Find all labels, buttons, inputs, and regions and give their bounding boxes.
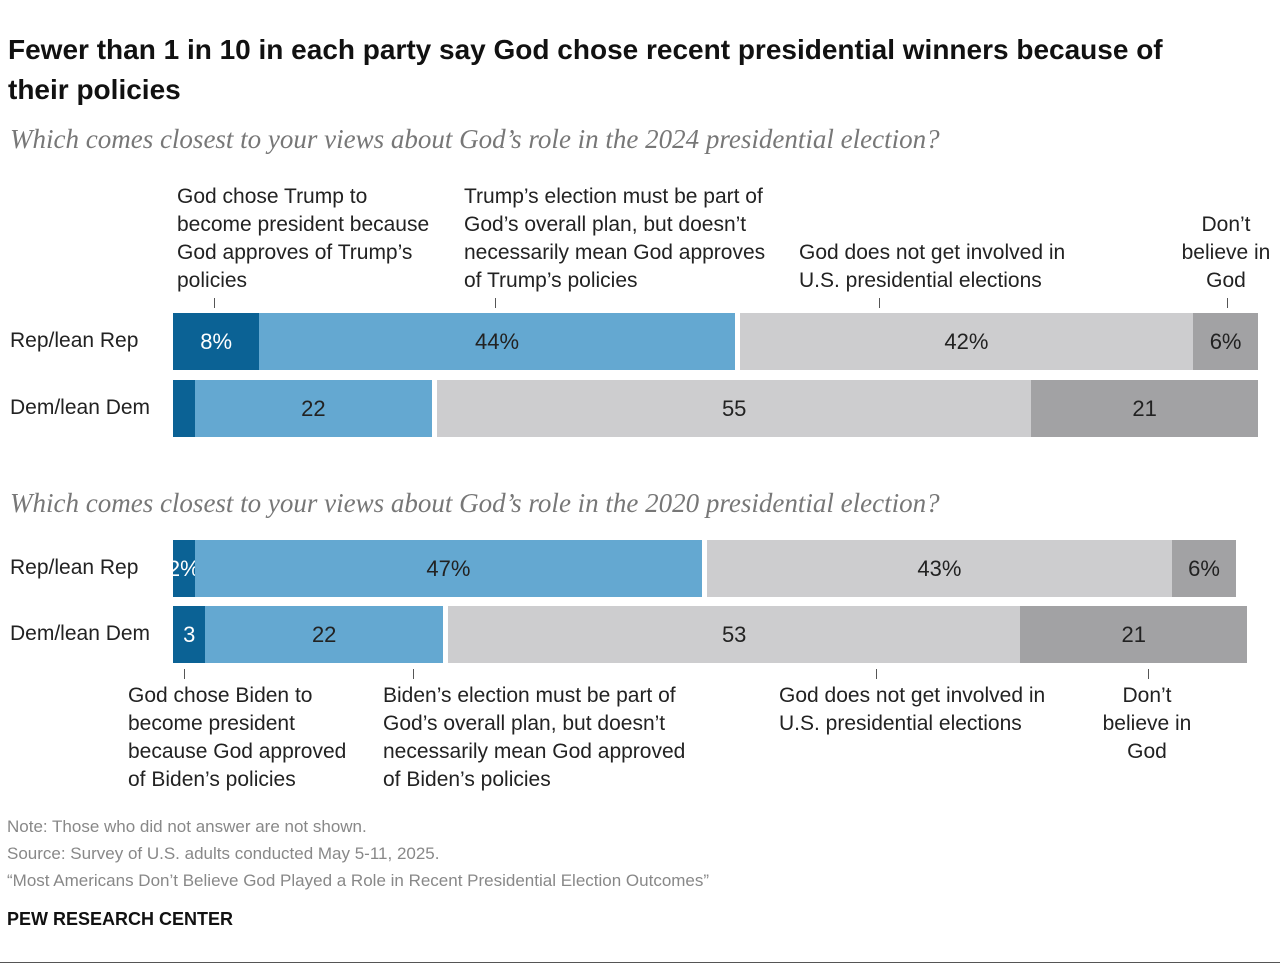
bar-segment bbox=[739, 313, 1194, 370]
value-label: 6% bbox=[1188, 555, 1220, 581]
bar-segment bbox=[173, 606, 206, 663]
category-label: Rep/lean Rep bbox=[10, 555, 139, 579]
bar-segment bbox=[194, 540, 703, 597]
value-label: 3 bbox=[183, 621, 196, 647]
subtitle: Which comes closest to your views about … bbox=[10, 488, 940, 518]
label-leader bbox=[184, 669, 185, 679]
value-label: 8% bbox=[200, 328, 233, 354]
value-label: 2% bbox=[167, 555, 200, 581]
legend-label: God chose Biden to become president beca… bbox=[128, 684, 347, 791]
label-leader bbox=[495, 298, 496, 308]
label-leader bbox=[413, 669, 414, 679]
legend-label: Don’t believe in God bbox=[1102, 684, 1192, 763]
label-leader bbox=[214, 298, 215, 308]
value-label: 55 bbox=[721, 395, 747, 421]
bar-segment bbox=[205, 606, 443, 663]
value-label: 42% bbox=[944, 328, 989, 354]
legend-label: Biden’s election must be part of God’s o… bbox=[383, 684, 686, 791]
category-label: Rep/lean Rep bbox=[10, 328, 139, 352]
legend-label: Trump’s election must be part of God’s o… bbox=[464, 185, 766, 292]
label-leader bbox=[879, 298, 880, 308]
label-leader bbox=[1227, 298, 1228, 308]
bar-segment bbox=[173, 540, 195, 597]
value-label: 6% bbox=[1209, 328, 1242, 354]
subtitle: Which comes closest to your views about … bbox=[10, 124, 940, 154]
note: Note: Those who did not answer are not s… bbox=[7, 817, 367, 836]
bar-segment bbox=[707, 540, 1172, 597]
label-leader bbox=[876, 669, 877, 679]
bar-segment bbox=[173, 380, 195, 437]
bar-segment bbox=[173, 313, 260, 370]
org: PEW RESEARCH CENTER bbox=[7, 909, 234, 929]
report: “Most Americans Don’t Believe God Played… bbox=[7, 871, 710, 890]
source: Source: Survey of U.S. adults conducted … bbox=[7, 844, 440, 863]
value-label: 21 bbox=[1121, 621, 1147, 647]
value-label: 21 bbox=[1132, 395, 1157, 421]
bar-segment bbox=[1193, 313, 1258, 370]
value-label: 44% bbox=[474, 328, 520, 354]
legend-label: Don’t believe in God bbox=[1181, 213, 1271, 292]
category-label: Dem/lean Dem bbox=[10, 395, 151, 419]
bar-segment bbox=[259, 313, 735, 370]
bar-segment bbox=[437, 380, 1032, 437]
bar-segment bbox=[1031, 380, 1258, 437]
value-label: 47% bbox=[426, 555, 471, 581]
category-label: Dem/lean Dem bbox=[10, 621, 151, 645]
rule bbox=[0, 962, 1280, 963]
legend-label: God does not get involved in U.S. presid… bbox=[799, 241, 1066, 292]
bar-segment bbox=[1020, 606, 1248, 663]
bar-segment bbox=[448, 606, 1021, 663]
chart-title: Fewer than 1 in 10 in each party say God… bbox=[8, 34, 1163, 105]
bar-segment bbox=[1171, 540, 1237, 597]
legend-label: God does not get involved in U.S. presid… bbox=[779, 684, 1046, 735]
bar-segment bbox=[194, 380, 433, 437]
value-label: 43% bbox=[917, 555, 962, 581]
value-label: 53 bbox=[721, 621, 747, 647]
legend-label: God chose Trump to become president beca… bbox=[177, 185, 430, 292]
value-label: 22 bbox=[311, 621, 337, 647]
value-label: 22 bbox=[301, 395, 326, 421]
label-leader bbox=[1148, 669, 1149, 679]
